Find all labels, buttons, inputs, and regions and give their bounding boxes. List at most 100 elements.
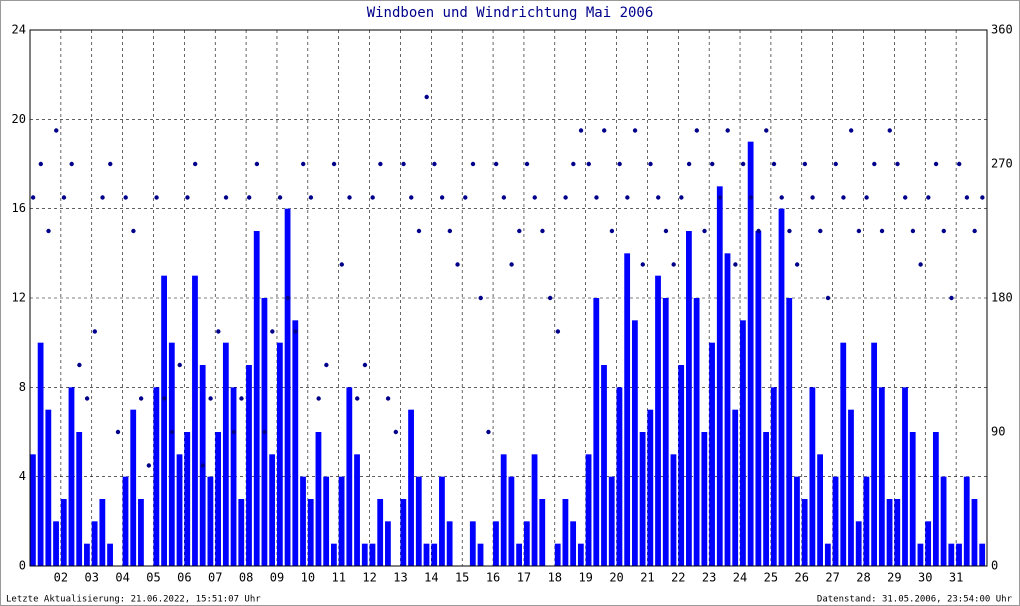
y2-tick-label: 0 <box>991 559 998 573</box>
x-tick-label: 05 <box>146 571 160 585</box>
gust-bar <box>130 409 137 566</box>
gust-bar <box>577 543 584 566</box>
x-tick-label: 20 <box>609 571 623 585</box>
direction-dot <box>162 396 167 401</box>
gust-bar <box>153 387 160 566</box>
gust-bar <box>269 454 276 566</box>
direction-dot <box>393 429 399 435</box>
y-tick-label: 20 <box>12 112 26 126</box>
direction-dot <box>972 228 977 234</box>
direction-dot <box>980 195 985 200</box>
gust-bar <box>832 476 839 566</box>
direction-dot <box>46 228 51 234</box>
x-tick-label: 24 <box>733 571 747 585</box>
gust-bar <box>330 543 337 566</box>
direction-dot <box>864 195 869 200</box>
gust-bar <box>932 432 939 566</box>
y2-tick-label: 270 <box>991 157 1013 171</box>
direction-dot <box>609 228 615 234</box>
direction-dot <box>509 262 514 267</box>
x-tick-label: 15 <box>455 571 469 585</box>
gust-bar <box>948 543 955 566</box>
gust-bar <box>37 342 44 566</box>
gust-bar <box>346 387 353 566</box>
x-tick-label: 30 <box>918 571 932 585</box>
y-tick-label: 4 <box>19 469 26 483</box>
direction-dot <box>169 429 175 435</box>
direction-dot <box>841 195 846 200</box>
gust-bar <box>801 499 808 566</box>
x-tick-label: 08 <box>239 571 253 585</box>
x-tick-label: 29 <box>887 571 901 585</box>
direction-dot <box>563 195 568 200</box>
direction-dot <box>200 463 206 468</box>
direction-dot <box>84 396 90 401</box>
direction-dot <box>702 228 707 234</box>
gust-bar <box>230 387 237 566</box>
direction-dot <box>787 228 792 234</box>
gust-bar <box>122 476 129 566</box>
direction-dot <box>154 195 159 200</box>
gust-bar <box>871 342 878 566</box>
x-tick-label: 27 <box>825 571 839 585</box>
gust-bar <box>207 476 214 566</box>
direction-dot <box>848 128 854 133</box>
direction-dot <box>740 161 746 167</box>
gust-bar <box>516 543 523 566</box>
gust-bar <box>631 320 638 566</box>
direction-dot <box>717 195 723 200</box>
x-tick-label: 10 <box>301 571 315 585</box>
gust-bar <box>639 432 646 566</box>
gust-bar <box>855 521 862 566</box>
gust-bar <box>138 499 144 566</box>
direction-dot <box>146 463 152 468</box>
gust-bar <box>608 476 615 566</box>
gust-bar <box>161 275 167 566</box>
x-tick-label: 14 <box>424 571 438 585</box>
gust-bar <box>878 387 885 566</box>
gust-bar <box>284 208 291 566</box>
gust-bar <box>385 521 391 566</box>
direction-dot <box>756 228 761 234</box>
gust-bar <box>647 409 654 566</box>
direction-dot <box>254 161 260 167</box>
direction-dot <box>301 161 306 167</box>
direction-dot <box>602 128 607 133</box>
x-tick-label: 28 <box>856 571 870 585</box>
gust-bar <box>423 543 430 566</box>
direction-dot <box>378 161 383 167</box>
footer-right: Datenstand: 31.05.2006, 23:54:00 Uhr <box>817 595 1013 605</box>
gust-bar <box>824 543 831 566</box>
direction-dot <box>455 262 460 267</box>
direction-dot <box>571 161 576 167</box>
x-tick-label: 13 <box>393 571 407 585</box>
x-tick-label: 02 <box>54 571 68 585</box>
gust-bar <box>925 521 932 566</box>
gust-bar <box>786 298 793 566</box>
gust-bar <box>45 409 52 566</box>
gust-bar <box>670 454 677 566</box>
gust-bar <box>701 432 708 566</box>
gust-bar <box>531 454 538 566</box>
direction-dot <box>949 295 954 301</box>
gust-bar <box>917 543 924 566</box>
footer-left: Letzte Aktualisierung: 21.06.2022, 15:51… <box>6 595 261 605</box>
direction-dot <box>625 195 630 200</box>
gust-bar <box>971 499 978 566</box>
direction-dot <box>30 195 36 200</box>
direction-dot <box>879 228 885 234</box>
direction-dot <box>61 195 67 200</box>
gust-bar <box>377 499 384 566</box>
direction-dot <box>594 195 599 200</box>
gust-bar <box>446 521 453 566</box>
y-tick-label: 0 <box>19 559 26 573</box>
x-tick-label: 25 <box>764 571 778 585</box>
gust-bar <box>601 365 607 566</box>
chart-title: Windboen und Windrichtung Mai 2006 <box>367 5 654 21</box>
gust-bar <box>624 253 631 567</box>
gust-bar <box>840 342 847 566</box>
direction-dot <box>586 161 591 167</box>
direction-dot <box>794 262 800 267</box>
direction-dot <box>131 228 136 234</box>
